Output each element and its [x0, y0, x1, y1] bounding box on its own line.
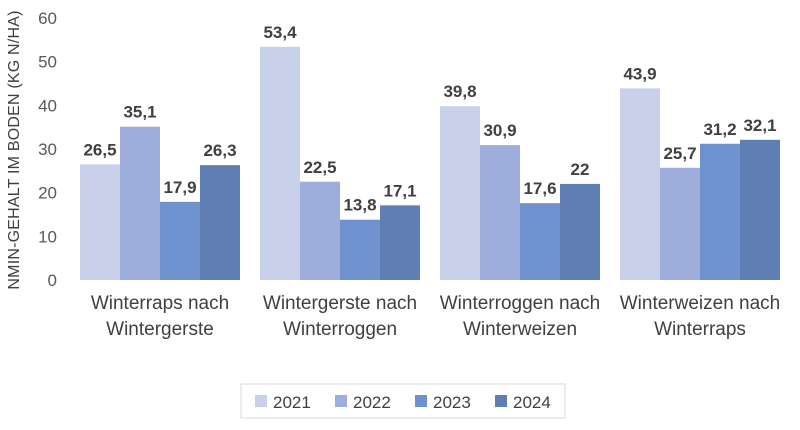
bar-2022-cat-1 [120, 126, 160, 280]
data-label: 26,3 [203, 141, 236, 160]
legend-label: 2021 [273, 393, 311, 412]
category-label: Winterroggen [283, 319, 397, 340]
bar-2022-cat-4 [660, 167, 700, 280]
bar-2022-cat-2 [300, 181, 340, 280]
y-tick-label: 60 [38, 9, 57, 28]
data-label: 32,1 [743, 116, 776, 135]
y-tick-label: 50 [38, 53, 57, 72]
data-label: 39,8 [443, 82, 476, 101]
bar-2024-cat-4 [740, 139, 780, 280]
bar-2024-cat-1 [200, 165, 240, 280]
data-label: 43,9 [623, 64, 656, 83]
legend-label: 2022 [353, 393, 391, 412]
bar-2023-cat-4 [700, 143, 740, 280]
bar-2023-cat-3 [520, 203, 560, 280]
legend: 2021 2022 2023 2024 [240, 383, 566, 419]
data-label: 31,2 [703, 120, 736, 139]
bar-2023-cat-2 [340, 219, 380, 280]
y-tick-label: 10 [38, 227, 57, 246]
category-label: Winterweizen nach [620, 293, 781, 314]
bar-2021-cat-4 [620, 88, 660, 280]
bar-2021-cat-3 [440, 106, 480, 280]
y-tick-label: 0 [48, 271, 57, 290]
y-axis: 0 10 20 30 40 50 60 [38, 9, 57, 290]
data-labels: 26,5 35,1 17,9 26,3 53,4 22,5 13,8 17,1 39,8 30,9… [83, 23, 776, 215]
category-label: Winterraps [654, 319, 746, 340]
bar-2021-cat-1 [80, 164, 120, 280]
legend-label: 2024 [513, 393, 551, 412]
legend-swatch-2023 [415, 395, 427, 407]
bar-2023-cat-1 [160, 201, 200, 280]
data-label: 35,1 [123, 103, 156, 122]
data-label: 13,8 [343, 196, 376, 215]
bar-2021-cat-2 [260, 46, 300, 280]
data-label: 26,5 [83, 140, 116, 159]
data-label: 30,9 [483, 121, 516, 140]
legend-swatch-2024 [495, 395, 507, 407]
category-label: Winterweizen [463, 319, 577, 340]
bar-2024-cat-3 [560, 183, 600, 280]
category-label: Wintergerste [106, 319, 214, 340]
category-label: Winterroggen nach [440, 293, 601, 314]
y-axis-title: NMIN-GEHALT IM BODEN (KG N/HA) [6, 10, 23, 289]
bar-2022-cat-3 [480, 145, 520, 280]
legend-swatch-2021 [255, 395, 267, 407]
data-label: 17,1 [383, 181, 416, 200]
legend-label: 2023 [433, 393, 471, 412]
category-label: Wintergerste nach [263, 293, 417, 314]
data-label: 17,6 [523, 179, 556, 198]
data-label: 22,5 [303, 158, 336, 177]
category-label: Winterraps nach [91, 293, 229, 314]
data-label: 53,4 [263, 23, 297, 42]
y-tick-label: 30 [38, 140, 57, 159]
bar-2024-cat-2 [380, 205, 420, 280]
data-label: 25,7 [663, 144, 696, 163]
bars [80, 46, 780, 280]
legend-box [240, 383, 566, 419]
data-label: 17,9 [163, 178, 196, 197]
x-axis: Winterraps nach Wintergerste Wintergerste … [91, 293, 780, 340]
legend-swatch-2022 [335, 395, 347, 407]
y-tick-label: 40 [38, 96, 57, 115]
y-tick-label: 20 [38, 184, 57, 203]
data-label: 22 [571, 160, 590, 179]
